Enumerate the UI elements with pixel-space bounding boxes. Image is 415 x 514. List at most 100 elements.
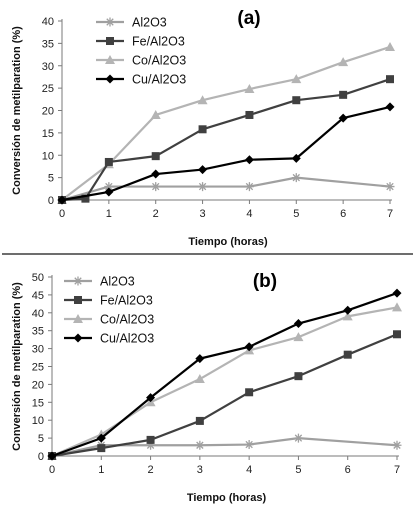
y-tick-label: 15 — [32, 397, 44, 409]
data-point — [47, 451, 57, 461]
data-point — [342, 311, 353, 321]
data-point — [245, 388, 254, 397]
data-point — [151, 152, 160, 161]
series-line — [51, 333, 398, 458]
y-tick-label: 30 — [42, 61, 54, 73]
x-axis-label: Tiempo (horas) — [187, 492, 267, 504]
data-point — [97, 444, 106, 453]
data-point — [96, 433, 106, 443]
legend-marker — [105, 74, 115, 84]
legend-label: Co/Al2O3 — [132, 54, 186, 68]
x-tick-label: 4 — [246, 464, 252, 476]
panel-label: (a) — [237, 8, 260, 29]
data-point — [392, 302, 402, 312]
data-point — [385, 102, 395, 112]
x-tick-label: 0 — [49, 464, 55, 476]
legend-marker — [73, 314, 83, 323]
y-tick-label: 20 — [42, 106, 54, 118]
y-tick-label: 35 — [42, 38, 54, 50]
data-point — [385, 41, 395, 51]
legend-marker — [74, 296, 82, 304]
y-tick-label: 10 — [32, 415, 44, 427]
x-tick-label: 3 — [197, 464, 203, 476]
y-axis-label: Conversión de metilparation (%) — [11, 282, 23, 451]
data-point — [146, 393, 156, 403]
data-point — [343, 305, 353, 315]
chart-a-svg: 0 5 10 15 20 25 30 35 40 0 1 2 3 4 5 6 7 Tiempo (horas) Co… — [11, 8, 395, 248]
data-point — [244, 84, 255, 94]
y-tick-label: 25 — [42, 83, 54, 95]
data-point — [197, 95, 208, 105]
panel-label: (b) — [253, 271, 277, 292]
y-tick-label: 0 — [48, 195, 54, 207]
data-point — [195, 354, 205, 364]
panel-divider — [2, 253, 413, 255]
data-point — [198, 125, 207, 134]
chart-panel-b: 0 5 10 15 20 25 30 35 40 45 50 0 1 2 3 4 5 6 7 Tiempo (hora… — [0, 257, 415, 509]
y-tick-label: 20 — [32, 379, 44, 391]
y-tick-label: 40 — [32, 308, 44, 320]
legend-marker — [73, 276, 83, 286]
series-line — [61, 105, 391, 202]
series-cu-al2o3 — [47, 288, 402, 461]
legend-label: Fe/Al2O3 — [100, 294, 153, 308]
legend-label: Cu/Al2O3 — [100, 332, 154, 346]
x-tick-label: 2 — [148, 464, 154, 476]
legend: Al2O3 Fe/Al2O3 Co/Al2O3 Cu/Al2O3 — [64, 275, 154, 346]
data-point — [392, 288, 402, 298]
x-tick-label: 1 — [98, 464, 104, 476]
data-point — [338, 113, 348, 123]
x-tick-label: 5 — [293, 208, 299, 220]
series-cu-al2o3 — [57, 102, 395, 205]
y-axis-label: Conversión de metilparation (%) — [11, 26, 23, 195]
series-line — [51, 292, 398, 458]
y-tick-label: 15 — [42, 128, 54, 140]
x-tick-label: 7 — [387, 208, 393, 220]
y-tick-label: 10 — [42, 150, 54, 162]
legend-marker — [73, 333, 83, 343]
x-tick-label: 0 — [59, 208, 65, 220]
data-point — [291, 153, 301, 163]
data-point — [57, 195, 67, 205]
data-point — [245, 110, 254, 119]
data-point — [244, 440, 254, 450]
x-axis-label: Tiempo (horas) — [188, 236, 268, 248]
x-tick-label: 5 — [295, 464, 301, 476]
y-tick-label: 40 — [42, 16, 54, 28]
data-point — [150, 109, 161, 119]
data-point — [338, 57, 349, 67]
data-point — [291, 74, 302, 84]
data-point — [244, 342, 254, 352]
series-line — [51, 306, 398, 458]
data-point — [146, 435, 155, 444]
legend: Al2O3 Fe/Al2O3 Co/Al2O3 Cu/Al2O3 — [96, 16, 186, 87]
data-point — [195, 440, 205, 450]
data-point — [343, 350, 352, 359]
legend-marker — [106, 37, 114, 45]
data-point — [386, 75, 394, 84]
data-point — [198, 182, 208, 192]
data-point — [104, 157, 113, 166]
data-point — [151, 182, 161, 192]
y-tick-label: 45 — [32, 290, 44, 302]
data-point — [293, 433, 303, 443]
data-point — [194, 374, 205, 384]
data-point — [291, 173, 301, 183]
y-tick-label: 50 — [32, 272, 44, 284]
data-point — [146, 440, 156, 450]
legend-label: Al2O3 — [100, 275, 135, 289]
data-point — [104, 187, 114, 197]
data-point — [195, 416, 204, 425]
data-point — [81, 194, 90, 203]
series-line — [61, 45, 391, 201]
x-tick-label: 3 — [200, 208, 206, 220]
data-point — [294, 372, 303, 381]
data-point — [244, 182, 254, 192]
y-tick-label: 0 — [38, 451, 44, 463]
y-tick-label: 30 — [32, 344, 44, 356]
legend-marker — [105, 17, 115, 27]
data-point — [151, 169, 161, 179]
data-point — [392, 440, 402, 450]
chart-panel-a: 0 5 10 15 20 25 30 35 40 0 1 2 3 4 5 6 7 Tiempo (horas) Co… — [0, 0, 415, 252]
data-point — [104, 182, 114, 192]
